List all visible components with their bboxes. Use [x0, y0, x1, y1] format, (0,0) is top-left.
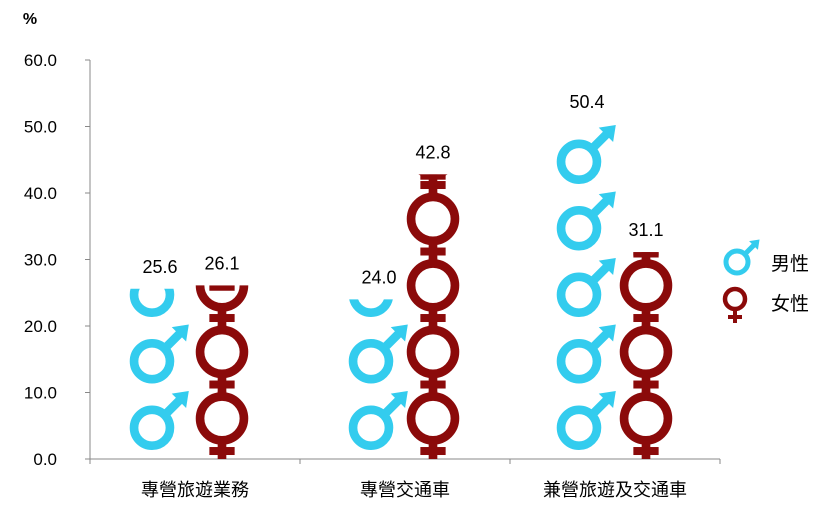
- y-tick-label: 10.0: [24, 384, 57, 403]
- y-tick-label: 60.0: [24, 51, 57, 70]
- y-tick-label: 0.0: [33, 450, 57, 469]
- y-tick-label: 20.0: [24, 317, 57, 336]
- data-label-male: 24.0: [361, 267, 396, 287]
- y-axis-unit: %: [23, 11, 37, 28]
- category-label: 專營旅遊業務: [141, 480, 249, 501]
- bar-female-cap: [420, 174, 446, 180]
- legend-male-icon: [723, 239, 760, 276]
- y-tick-labels: 0.0 10.0 20.0 30.0 40.0 50.0 60.0: [24, 51, 57, 469]
- bar-female-cap: [209, 285, 235, 291]
- bar-male: [348, 299, 408, 451]
- data-label-male: 50.4: [569, 92, 604, 112]
- bar-female-cap: [633, 252, 659, 258]
- category-labels: 專營旅遊業務 專營交通車 兼營旅遊及交通車: [141, 480, 687, 501]
- chart-marks: [129, 124, 673, 459]
- data-label-male: 25.6: [142, 257, 177, 277]
- axes: [85, 59, 721, 464]
- bar-male: [129, 288, 189, 451]
- bar-female: [195, 285, 249, 459]
- legend-label-female: 女性: [771, 293, 809, 315]
- data-labels: 25.6 26.1 24.0 42.8 50.4 31.1: [142, 92, 663, 288]
- legend-female-icon: [722, 286, 748, 323]
- data-label-female: 31.1: [628, 220, 663, 240]
- y-tick-label: 30.0: [24, 251, 57, 270]
- data-label-female: 26.1: [204, 253, 239, 273]
- data-label-female: 42.8: [415, 142, 450, 162]
- category-label: 兼營旅遊及交通車: [543, 480, 687, 501]
- bar-male: [556, 124, 616, 451]
- y-tick-label: 50.0: [24, 118, 57, 137]
- y-tick-label: 40.0: [24, 184, 57, 203]
- bar-female: [406, 174, 460, 459]
- legend-label-male: 男性: [771, 253, 809, 275]
- category-label: 專營交通車: [360, 480, 450, 501]
